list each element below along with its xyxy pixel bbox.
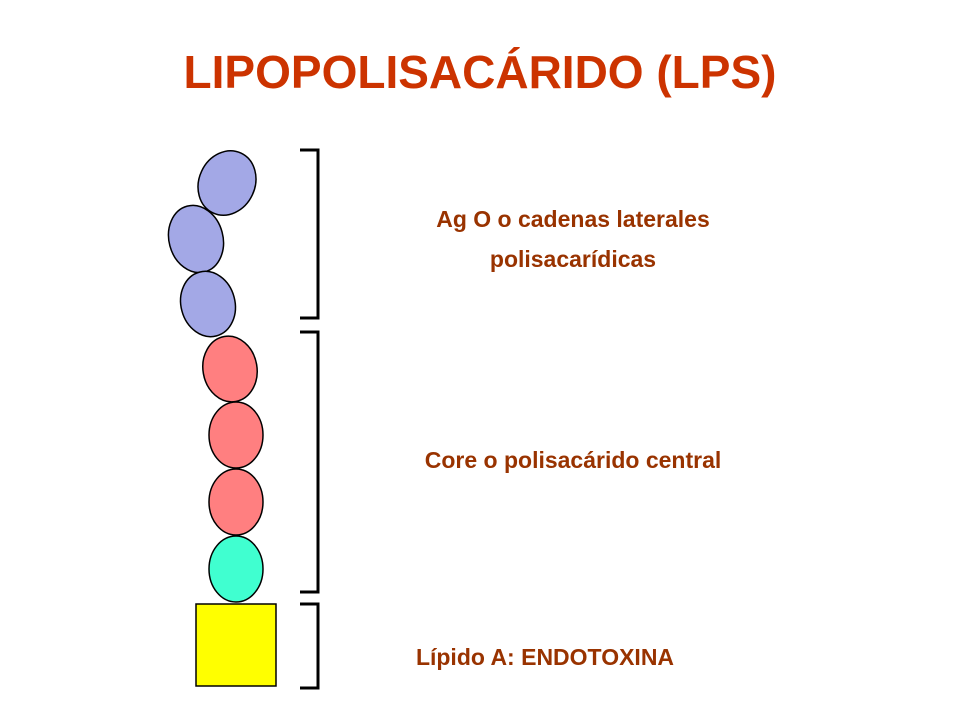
title: LIPOPOLISACÁRIDO (LPS) (184, 46, 777, 98)
core-unit (208, 468, 264, 536)
bracket (300, 330, 320, 594)
bracket (300, 148, 320, 320)
label: Lípido A: ENDOTOXINA (416, 644, 674, 670)
bracket (300, 602, 320, 690)
o-antigen-unit (179, 270, 237, 338)
label: Ag O o cadenas laterales (436, 206, 710, 232)
o-antigen-unit (197, 150, 257, 216)
lipid-a (195, 603, 277, 687)
brackets (300, 148, 320, 690)
label: Core o polisacárido central (425, 447, 722, 473)
label: polisacarídicas (490, 246, 656, 272)
core-unit (202, 335, 258, 403)
core-unit (208, 535, 264, 603)
molecule (167, 150, 277, 687)
core-unit (208, 401, 264, 469)
labels: Ag O o cadenas laterales polisacarídicas… (416, 206, 721, 670)
